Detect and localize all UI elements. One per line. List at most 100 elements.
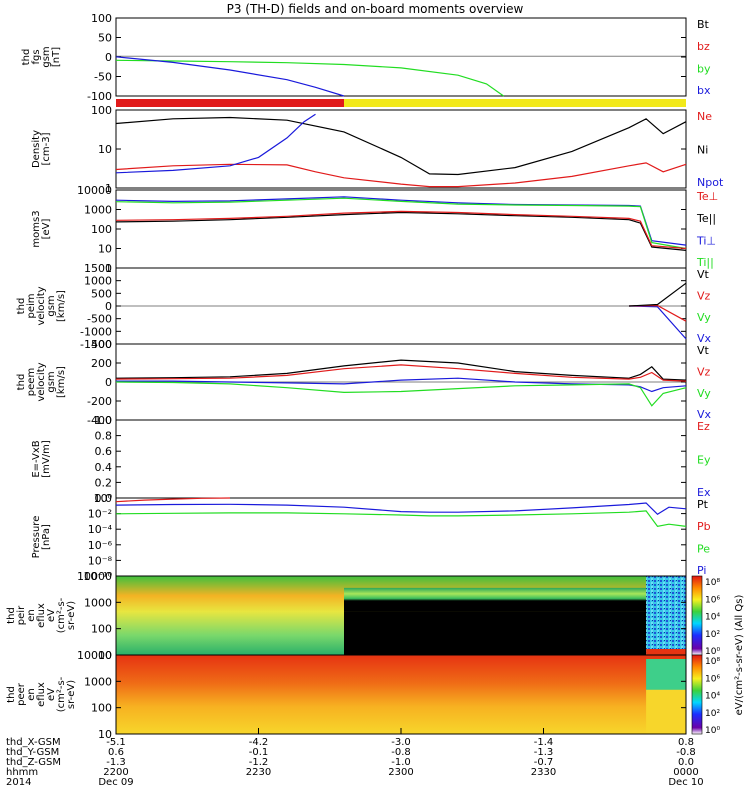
y-tick-label: -400 <box>87 414 112 427</box>
series-line-Pe <box>115 510 687 528</box>
y-tick-label: 0.6 <box>95 445 113 458</box>
y-tick-label: 50 <box>98 32 112 45</box>
legend-label: Pt <box>697 498 709 511</box>
y-tick-label: 1000 <box>84 275 112 288</box>
legend-label: Npot <box>697 176 724 189</box>
x-tick-label: 0.6 <box>108 747 124 758</box>
legend-label: Ni <box>697 143 708 156</box>
y-tick-label: -50 <box>94 71 112 84</box>
y-tick-label: 1500 <box>84 262 112 275</box>
y-axis-label: eflux <box>36 682 47 707</box>
y-axis-label: Density <box>31 130 42 168</box>
series-line-Vt <box>115 359 687 381</box>
y-axis-label: peem <box>26 368 37 396</box>
y-tick-label: 10⁻² <box>88 508 112 521</box>
y-tick-label: 10 <box>98 649 112 662</box>
y-axis-label: thd <box>21 49 32 66</box>
series-line-Vz <box>115 364 687 382</box>
series-line-bx <box>115 56 345 97</box>
y-axis-label: peer <box>16 682 27 706</box>
y-tick-label: 400 <box>91 338 112 351</box>
panel-frame <box>115 419 687 499</box>
panel-1 <box>116 99 686 107</box>
y-tick-label: 0 <box>105 300 112 313</box>
y-tick-label: 500 <box>91 287 112 300</box>
y-axis-label: [nPa] <box>41 524 52 550</box>
colorbar-tick-label: 10⁴ <box>705 613 720 623</box>
legend-label: Vx <box>697 332 712 345</box>
y-axis-label: [nT] <box>51 47 62 67</box>
series-line-Vy <box>115 381 687 407</box>
series-line-Te⊥ <box>115 210 687 250</box>
y-axis-label: [km/s] <box>56 290 67 322</box>
electron-flux-lobe-region <box>646 659 686 691</box>
y-tick-label: 1 <box>105 262 112 275</box>
panel-9: 10000 1000 100 10 thd peer en eflux eV (cm²-s-sr-… <box>6 649 720 741</box>
legend-label: Vy <box>697 387 711 400</box>
x-row-label: thd_X-GSM <box>6 737 61 748</box>
legend-label: Vx <box>697 408 712 421</box>
x-row-label: 2014 <box>6 777 31 788</box>
x-tick-label: -0.1 <box>249 747 269 758</box>
x-tick-label: -1.0 <box>391 757 411 768</box>
series-line-Npot <box>115 113 316 174</box>
y-tick-label: 10000 <box>77 570 112 583</box>
y-axis-label: thd <box>6 607 17 624</box>
ion-flux-sheet-band <box>344 587 647 612</box>
x-tick-label: -4.2 <box>249 737 269 748</box>
series-line-Vt <box>628 282 687 307</box>
y-axis-label: eV <box>46 609 57 622</box>
panel-6: 1.0 0.8 0.6 0.4 0.2 0.0 E=-VxB [mV/m] Ez Ey Ex <box>31 414 711 505</box>
legend-label: Ez <box>697 420 710 433</box>
series-line-Ti|| <box>115 197 687 250</box>
x-tick-label: 2200 <box>103 767 128 778</box>
legend-label: Ti⊥ <box>696 234 716 247</box>
y-tick-label: 1 <box>105 182 112 195</box>
y-axis-label: peir <box>16 605 27 625</box>
series-line-Te|| <box>115 211 687 251</box>
y-axis-label: eV <box>46 688 57 701</box>
series-line-Ne <box>115 162 687 188</box>
legend-label: Bt <box>697 18 710 31</box>
y-axis-label: Pressure <box>31 516 42 559</box>
colorbar-tick-label: 10⁶ <box>705 595 720 605</box>
y-tick-label: 100 <box>91 104 112 117</box>
x-tick-label: 2300 <box>388 767 413 778</box>
x-tick-label: -1.3 <box>106 757 126 768</box>
y-tick-label: 100 <box>91 623 112 636</box>
quality-segment <box>116 99 344 107</box>
x-tick-label: -1.2 <box>249 757 269 768</box>
legend-label: Pi <box>697 564 706 577</box>
y-axis-label: [eV] <box>41 219 52 240</box>
y-axis-label: gsm <box>41 46 52 67</box>
y-axis-label: (cm²-s- <box>56 597 67 633</box>
x-tick-label: 0000 <box>673 767 698 778</box>
legend-label: Pe <box>697 542 710 555</box>
panel-0: 100 50 0 -50 -100 thd fgs gsm [nT] Bt bz by bx <box>21 12 711 103</box>
y-tick-label: 100 <box>91 223 112 236</box>
legend-label: Vz <box>697 290 711 303</box>
legend-label: Ne <box>697 110 712 123</box>
legend-label: Vz <box>697 366 711 379</box>
x-tick-label: 0.8 <box>678 737 694 748</box>
colorbar-title: eV/(cm²-s-sr-eV) (All Qs) <box>734 595 745 716</box>
y-tick-label: 0.0 <box>95 492 113 505</box>
x-tick-label: -0.8 <box>391 747 411 758</box>
y-axis-label: thd <box>16 374 27 391</box>
colorbar-tick-label: 10⁸ <box>705 578 720 588</box>
y-tick-label: 200 <box>91 357 112 370</box>
y-tick-label: 0.2 <box>95 476 113 489</box>
series-line-Pb <box>115 497 231 503</box>
x-tick-label: Dec 10 <box>668 777 703 788</box>
y-axis-label: [km/s] <box>56 366 67 398</box>
y-tick-label: 100 <box>91 12 112 25</box>
panel-5: 400 200 0 -200 -400 thd peem velocity gsm [km/s] V… <box>16 338 712 427</box>
colorbar-tick-label: 10⁰ <box>705 726 720 736</box>
x-tick-label: 2330 <box>531 767 556 778</box>
x-tick-label: -0.8 <box>676 747 696 758</box>
y-tick-label: 1000 <box>84 204 112 217</box>
